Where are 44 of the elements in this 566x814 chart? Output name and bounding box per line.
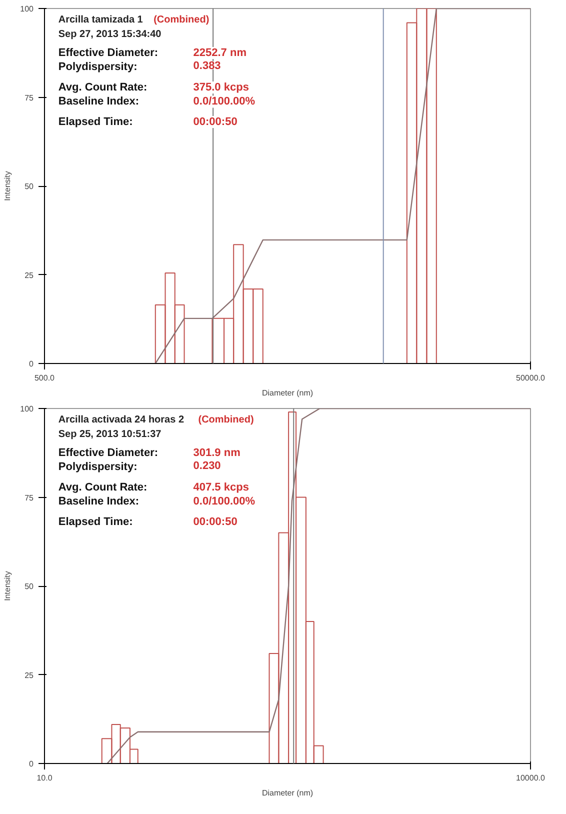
y-tick-label: 0 (29, 360, 34, 368)
annotation: (Combined) (198, 414, 254, 426)
annotation: Avg. Count Rate: (58, 482, 148, 494)
annotation: Avg. Count Rate: (58, 82, 148, 94)
annotation: 2252.7 nm (193, 47, 247, 60)
annotation: Elapsed Time: (58, 116, 133, 128)
y-tick-label: 25 (24, 270, 34, 280)
y-tick-label: 100 (20, 4, 34, 14)
x-tick-label: 50000.0 (516, 374, 546, 382)
x-axis-title: Diameter (nm) (262, 788, 314, 798)
y-axis-title: Intensity (3, 171, 12, 201)
annotation: Effective Diameter: (58, 47, 158, 60)
y-tick-label: 100 (20, 404, 34, 414)
annotation: 301.9 nm (193, 447, 241, 460)
x-axis-title: Diameter (nm) (262, 388, 314, 398)
annotation: Sep 27, 2013 15:34:40 (58, 28, 162, 40)
annotation: Polydispersity: (58, 61, 138, 74)
annotation: 00:00:50 (193, 516, 238, 528)
x-tick-label: 500.0 (34, 374, 56, 382)
x-tick-label: 10.0 (36, 774, 53, 782)
y-tick-label: 75 (24, 93, 34, 102)
annotation: Sep 25, 2013 10:51:37 (58, 428, 162, 440)
y-tick-label: 0 (29, 760, 34, 768)
annotation: Polydispersity: (58, 461, 138, 474)
annotation: Elapsed Time: (58, 516, 133, 528)
annotation: Baseline Index: (58, 96, 140, 108)
y-tick-label: 25 (24, 670, 34, 680)
annotation: Arcilla activada 24 horas 2 (58, 414, 184, 426)
annotation: 0.0/100.00% (193, 96, 256, 108)
annotation: 375.0 kcps (193, 82, 249, 94)
y-tick-label: 50 (24, 582, 34, 591)
annotation: Effective Diameter: (58, 447, 158, 460)
annotation: Baseline Index: (58, 496, 140, 508)
annotation: (Combined) (154, 14, 210, 26)
x-tick-label: 10000.0 (516, 774, 546, 782)
annotation: 0.0/100.00% (193, 496, 256, 508)
annotation: 00:00:50 (193, 116, 238, 128)
annotation: Arcilla tamizada 1 (58, 14, 144, 26)
annotation: 0.383 (193, 60, 221, 72)
y-tick-label: 50 (24, 182, 34, 191)
annotation: 0.230 (193, 460, 221, 472)
y-axis-title: Intensity (3, 571, 12, 601)
annotation: 407.5 kcps (193, 482, 249, 494)
y-tick-label: 75 (24, 493, 34, 502)
